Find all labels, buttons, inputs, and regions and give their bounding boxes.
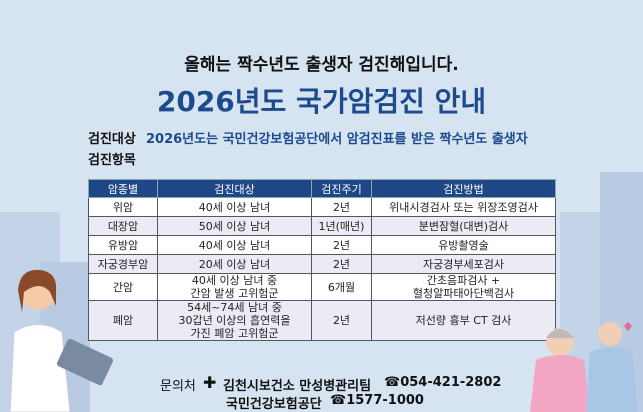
column-header: 검진방법 — [371, 179, 556, 198]
column-header: 검진주기 — [311, 179, 372, 198]
table-cell: 분변잠혈(대변)검사 — [371, 216, 556, 236]
table-cell: 위내시경검사 또는 위장조영검사 — [371, 197, 556, 217]
table-cell: 자궁경부암 — [88, 254, 158, 274]
items-label: 검진항목 — [88, 153, 136, 168]
target-text: 2026년도는 국민건강보험공단에서 암검진표를 받은 짝수년도 출생자 — [146, 132, 528, 147]
headline: 올해는 짝수년도 출생자 검진해입니다. — [184, 55, 459, 75]
table-cell: 40세 이상 남녀 중 간암 발생 고위험군 — [157, 273, 312, 301]
contact-org-1: 김천시보건소 만성병관리팀 — [223, 379, 372, 394]
contact-label: 문의처 — [160, 379, 196, 394]
target-label: 검진대상 — [88, 132, 136, 147]
column-header: 검진대상 — [157, 179, 312, 198]
page-title: 2026년도 국가암검진 안내 — [156, 85, 487, 118]
doctor-illustration — [9, 269, 114, 412]
table-cell: 유방촬영술 — [371, 235, 556, 255]
table-cell: 2년 — [311, 197, 372, 217]
table-cell: 40세 이상 남녀 — [157, 197, 312, 217]
table-cell: 간초음파검사 + 혈청알파태아단백검사 — [371, 273, 556, 301]
screening-table: 암종별 검진대상 검진주기 검진방법 위암 40세 이상 남녀 2년 위내시경검사 또는 위… — [88, 179, 556, 341]
contact-org-2: 국민건강보험공단 — [226, 397, 322, 412]
table-row: 자궁경부암 20세 이상 남녀 2년 자궁경부세포검사 — [88, 254, 556, 274]
table-cell: 2년 — [311, 235, 372, 255]
health-center-logo-icon: ✚ — [203, 373, 217, 392]
table-cell: 유방암 — [88, 235, 158, 255]
table-cell: 50세 이상 남녀 — [157, 216, 312, 236]
contact-phone-2[interactable]: ☎1577-1000 — [330, 393, 424, 408]
table-cell: 2년 — [311, 254, 372, 274]
column-header: 암종별 — [88, 179, 158, 198]
table-cell: 대장암 — [88, 216, 158, 236]
table-cell: 2년 — [311, 300, 372, 341]
table-cell: 폐암 — [88, 300, 158, 341]
table-cell: 6개월 — [311, 273, 372, 301]
table-row: 유방암 40세 이상 남녀 2년 유방촬영술 — [88, 235, 556, 255]
table-row: 폐암 54세~74세 남녀 중 30갑년 이상의 흡연력을 가진 폐암 고위험군 2… — [88, 300, 556, 341]
table-cell: 40세 이상 남녀 — [157, 235, 312, 255]
table-cell: 1년(매년) — [311, 216, 372, 236]
elderly-couple-illustration — [530, 322, 638, 412]
table-cell: 20세 이상 남녀 — [157, 254, 312, 274]
contact-phone-1[interactable]: ☎054-421-2802 — [384, 375, 502, 390]
table-row: 대장암 50세 이상 남녀 1년(매년) 분변잠혈(대변)검사 — [88, 216, 556, 236]
table-row: 간암 40세 이상 남녀 중 간암 발생 고위험군 6개월 간초음파검사 + 혈청알파… — [88, 273, 556, 301]
table-cell: 54세~74세 남녀 중 30갑년 이상의 흡연력을 가진 폐암 고위험군 — [157, 300, 312, 341]
table-cell: 저선량 흉부 CT 검사 — [371, 300, 556, 341]
table-cell: 위암 — [88, 197, 158, 217]
table-cell: 자궁경부세포검사 — [371, 254, 556, 274]
table-row: 위암 40세 이상 남녀 2년 위내시경검사 또는 위장조영검사 — [88, 197, 556, 217]
